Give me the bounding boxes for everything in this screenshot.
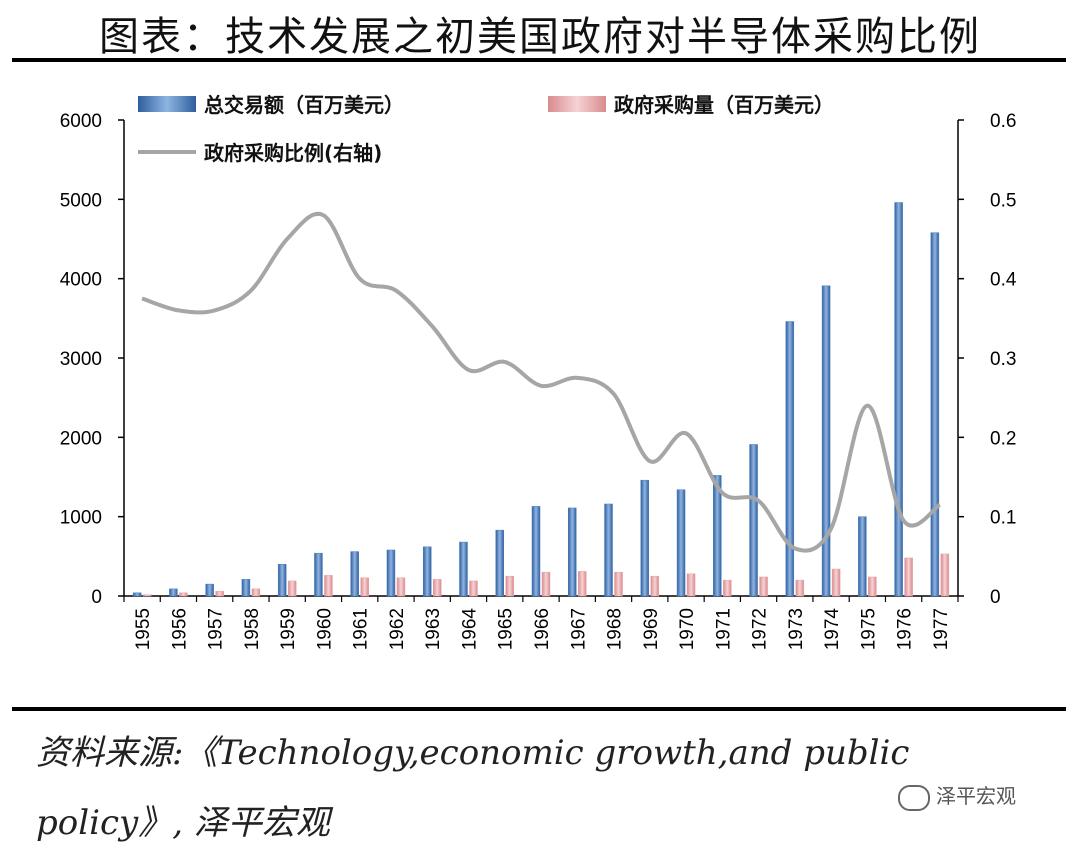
bar-gov-1960 — [324, 575, 332, 596]
bar-total-1971 — [713, 475, 721, 596]
bar-total-1976 — [895, 203, 903, 596]
bar-gov-1970 — [687, 574, 695, 596]
bar-gov-1968 — [615, 572, 623, 596]
bar-total-1977 — [931, 233, 939, 596]
x-tick-label: 1958 — [242, 608, 263, 650]
bar-gov-1958 — [252, 589, 260, 596]
x-tick-label: 1977 — [931, 608, 952, 650]
bar-gov-1963 — [433, 579, 441, 596]
bar-gov-1964 — [469, 581, 477, 596]
bar-gov-1957 — [216, 591, 224, 596]
line-gov-ratio — [142, 214, 940, 551]
legend-label-gov: 政府采购量（百万美元） — [614, 93, 834, 117]
bar-total-1968 — [605, 504, 613, 596]
bar-total-1972 — [750, 444, 758, 596]
bar-gov-1973 — [796, 580, 804, 596]
bar-gov-1977 — [941, 554, 949, 596]
y-left-tick-label: 2000 — [60, 428, 102, 449]
semiconductor-procurement-chart: 0 1000 2000 3000 4000 5000 6000 0 0.1 0.2 0.3 0.4 0.… — [0, 0, 1080, 700]
bar-total-1966 — [532, 506, 540, 596]
y-right-tick-label: 0.6 — [990, 111, 1016, 132]
x-tick-label: 1963 — [423, 608, 444, 650]
x-tick-label: 1971 — [713, 608, 734, 650]
x-tick-label: 1959 — [278, 608, 299, 650]
bar-total-1973 — [786, 322, 794, 596]
x-tick-label: 1957 — [206, 608, 227, 650]
bar-gov-1976 — [905, 558, 913, 596]
bar-total-1957 — [206, 584, 214, 596]
y-left-tick-label: 4000 — [60, 270, 102, 291]
y-right-tick-label: 0.5 — [990, 190, 1016, 211]
x-tick-label: 1973 — [786, 608, 807, 650]
bar-gov-1956 — [179, 593, 187, 596]
x-tick-label: 1961 — [351, 608, 372, 650]
y-left-tick-label: 0 — [91, 587, 102, 608]
bar-total-1965 — [496, 530, 504, 596]
y-right-tick-label: 0.1 — [990, 508, 1016, 529]
bar-gov-1971 — [723, 580, 731, 596]
x-tick-label: 1969 — [641, 608, 662, 650]
bar-total-1974 — [822, 286, 830, 596]
x-tick-label: 1970 — [677, 608, 698, 650]
x-tick-label: 1966 — [532, 608, 553, 650]
bar-total-1960 — [314, 553, 322, 596]
bar-gov-1975 — [868, 577, 876, 596]
bar-gov-1959 — [288, 581, 296, 596]
y-left-tick-label: 6000 — [60, 111, 102, 132]
chart-legend: 总交易额（百万美元） 政府采购量（百万美元） 政府采购比例(右轴) — [138, 93, 834, 165]
x-tick-label: 1955 — [133, 608, 154, 650]
bar-gov-1969 — [651, 576, 659, 596]
bar-total-1975 — [858, 517, 866, 596]
y-left-tick-label: 3000 — [60, 349, 102, 370]
x-tick-label: 1975 — [858, 608, 879, 650]
x-tick-label: 1964 — [459, 608, 480, 651]
bar-total-1955 — [133, 593, 141, 596]
source-line-1: 资料来源:《Technology,economic growth,and pub… — [36, 727, 1056, 779]
legend-swatch-total — [138, 96, 196, 112]
bar-gov-1967 — [578, 571, 586, 596]
bar-gov-1972 — [760, 577, 768, 596]
bar-total-1969 — [641, 480, 649, 596]
bar-total-1961 — [351, 552, 359, 596]
watermark-label: 泽平宏观 — [936, 784, 1016, 808]
bar-total-1963 — [423, 547, 431, 596]
x-tick-label: 1974 — [822, 608, 843, 651]
bar-total-1956 — [169, 589, 177, 596]
legend-label-total: 总交易额（百万美元） — [204, 93, 404, 117]
bar-gov-1974 — [832, 569, 840, 596]
chart-line — [142, 214, 940, 551]
legend-swatch-gov — [548, 96, 606, 112]
x-tick-label: 1965 — [496, 608, 517, 650]
x-tick-label: 1962 — [387, 608, 408, 650]
y-left-tick-label: 5000 — [60, 190, 102, 211]
y-right-tick-label: 0.3 — [990, 349, 1016, 370]
bar-total-1970 — [677, 490, 685, 596]
bar-total-1967 — [568, 508, 576, 596]
bar-total-1964 — [459, 542, 467, 596]
bar-total-1958 — [242, 579, 250, 596]
x-tick-label: 1972 — [750, 608, 771, 650]
bar-gov-1966 — [542, 572, 550, 596]
legend-label-ratio: 政府采购比例(右轴) — [204, 141, 382, 165]
y-left-tick-label: 1000 — [60, 508, 102, 529]
watermark: 泽平宏观 — [898, 780, 1016, 811]
bar-total-1962 — [387, 550, 395, 596]
x-tick-label: 1956 — [169, 608, 190, 650]
y-right-tick-label: 0.4 — [990, 270, 1017, 291]
x-tick-label: 1976 — [895, 608, 916, 650]
bottom-rule — [12, 707, 1066, 711]
bar-gov-1962 — [397, 578, 405, 596]
bar-total-1959 — [278, 564, 286, 596]
y-right-tick-label: 0.2 — [990, 428, 1016, 449]
bar-gov-1961 — [361, 578, 369, 596]
bar-gov-1955 — [143, 595, 151, 596]
wechat-icon — [898, 785, 930, 811]
y-right-tick-label: 0 — [990, 587, 1001, 608]
x-tick-label: 1967 — [568, 608, 589, 650]
bar-gov-1965 — [506, 576, 514, 596]
x-tick-label: 1960 — [314, 608, 335, 650]
x-tick-label: 1968 — [605, 608, 626, 650]
